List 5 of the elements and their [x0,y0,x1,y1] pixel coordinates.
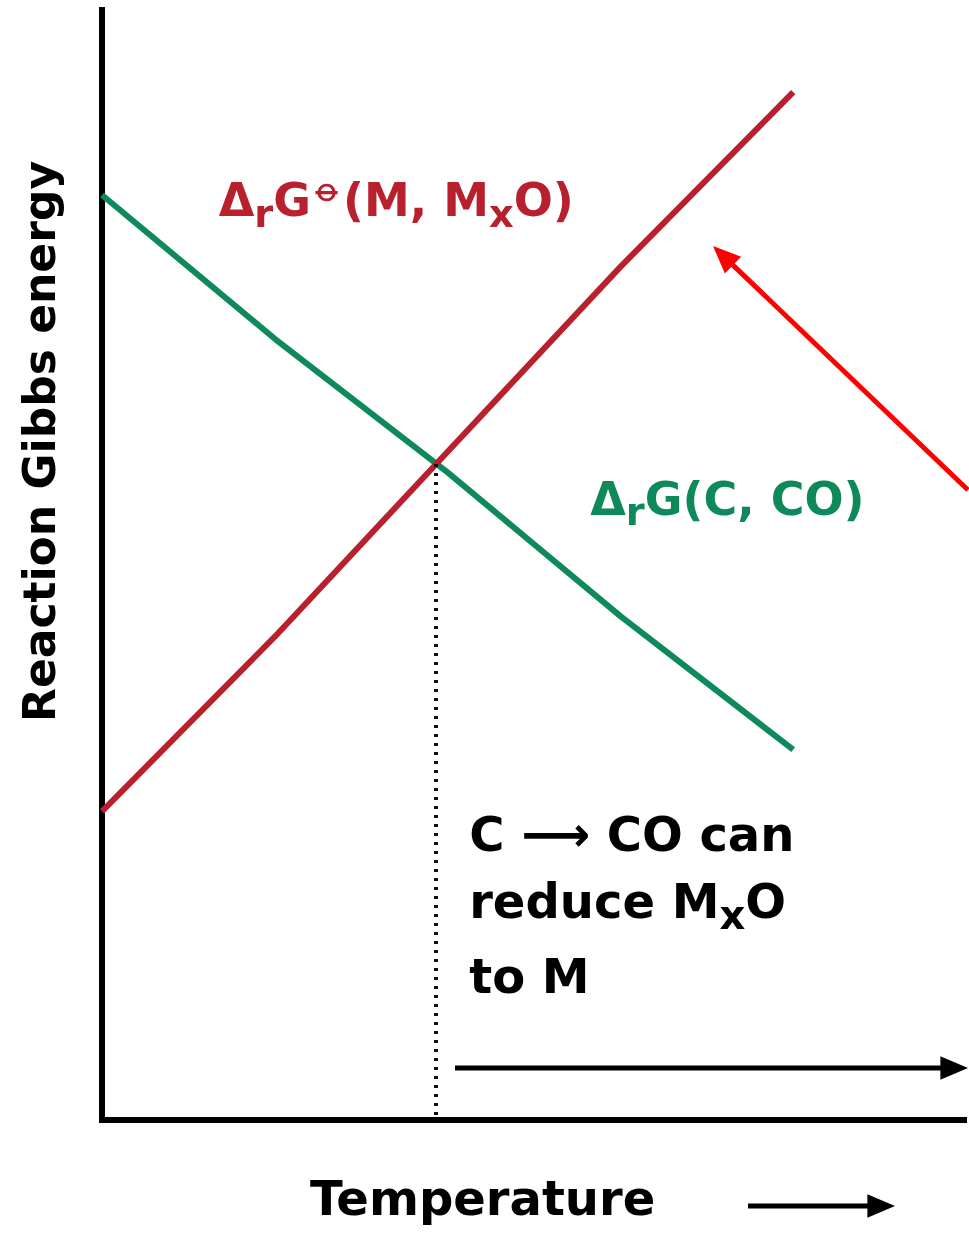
series-label: Δ$_{r}$G(C, CO) [590,472,865,535]
text: C ⟶ CO can reduce M$_{x}$O to M [469,806,795,1004]
x-axis-title: Temperature [310,1170,656,1226]
y-axis-title: Reaction Gibbs energy [14,160,65,722]
series-label: Δ$_{r}$G$^{⦵}$(M, M$_{x}$O) [218,164,574,236]
